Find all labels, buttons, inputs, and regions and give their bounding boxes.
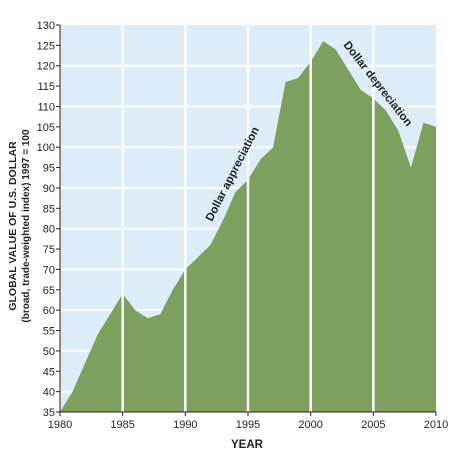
y-tick-label-50: 50 [43,346,55,358]
y-axis-ticks: 35 40 45 50 55 60 65 70 75 80 85 90 95 100 105 110 115 12… [37,20,60,419]
y-tick-label-45: 45 [43,366,55,378]
x-tick-label-2000: 2000 [298,419,322,431]
x-axis-ticks: 1980 1985 1990 1995 2000 2005 2010 [48,412,448,431]
x-tick-label-1980: 1980 [48,419,72,431]
x-tick-label-1990: 1990 [173,419,197,431]
vertical-gridlines [121,25,375,412]
y-tick-label-125: 125 [37,40,55,52]
y-tick-label-85: 85 [43,203,55,215]
y-tick-label-60: 60 [43,305,55,317]
y-tick-label-105: 105 [37,122,55,134]
y-tick-label-70: 70 [43,264,55,276]
y-tick-label-80: 80 [43,224,55,236]
x-tick-label-2010: 2010 [424,419,448,431]
x-tick-label-1985: 1985 [110,419,134,431]
y-tick-label-55: 55 [43,326,55,338]
y-tick-label-115: 115 [37,81,55,93]
y-tick-label-90: 90 [43,183,55,195]
x-axis-title: YEAR [231,439,264,451]
y-tick-label-110: 110 [37,101,55,113]
y-tick-label-75: 75 [43,244,55,256]
y-axis-title: GLOBAL VALUE OF U.S. DOLLAR [7,141,19,311]
y-tick-label-35: 35 [43,407,55,419]
y-tick-label-65: 65 [43,285,55,297]
x-tick-label-1995: 1995 [236,419,260,431]
y-tick-label-95: 95 [43,163,55,175]
y-tick-label-130: 130 [37,20,55,32]
y-tick-label-100: 100 [37,142,55,154]
x-tick-label-2005: 2005 [361,419,385,431]
y-tick-label-120: 120 [37,61,55,73]
y-axis-subtitle: (broad, trade-weighted index) 1997 = 100 [21,129,32,323]
y-tick-label-40: 40 [43,387,55,399]
